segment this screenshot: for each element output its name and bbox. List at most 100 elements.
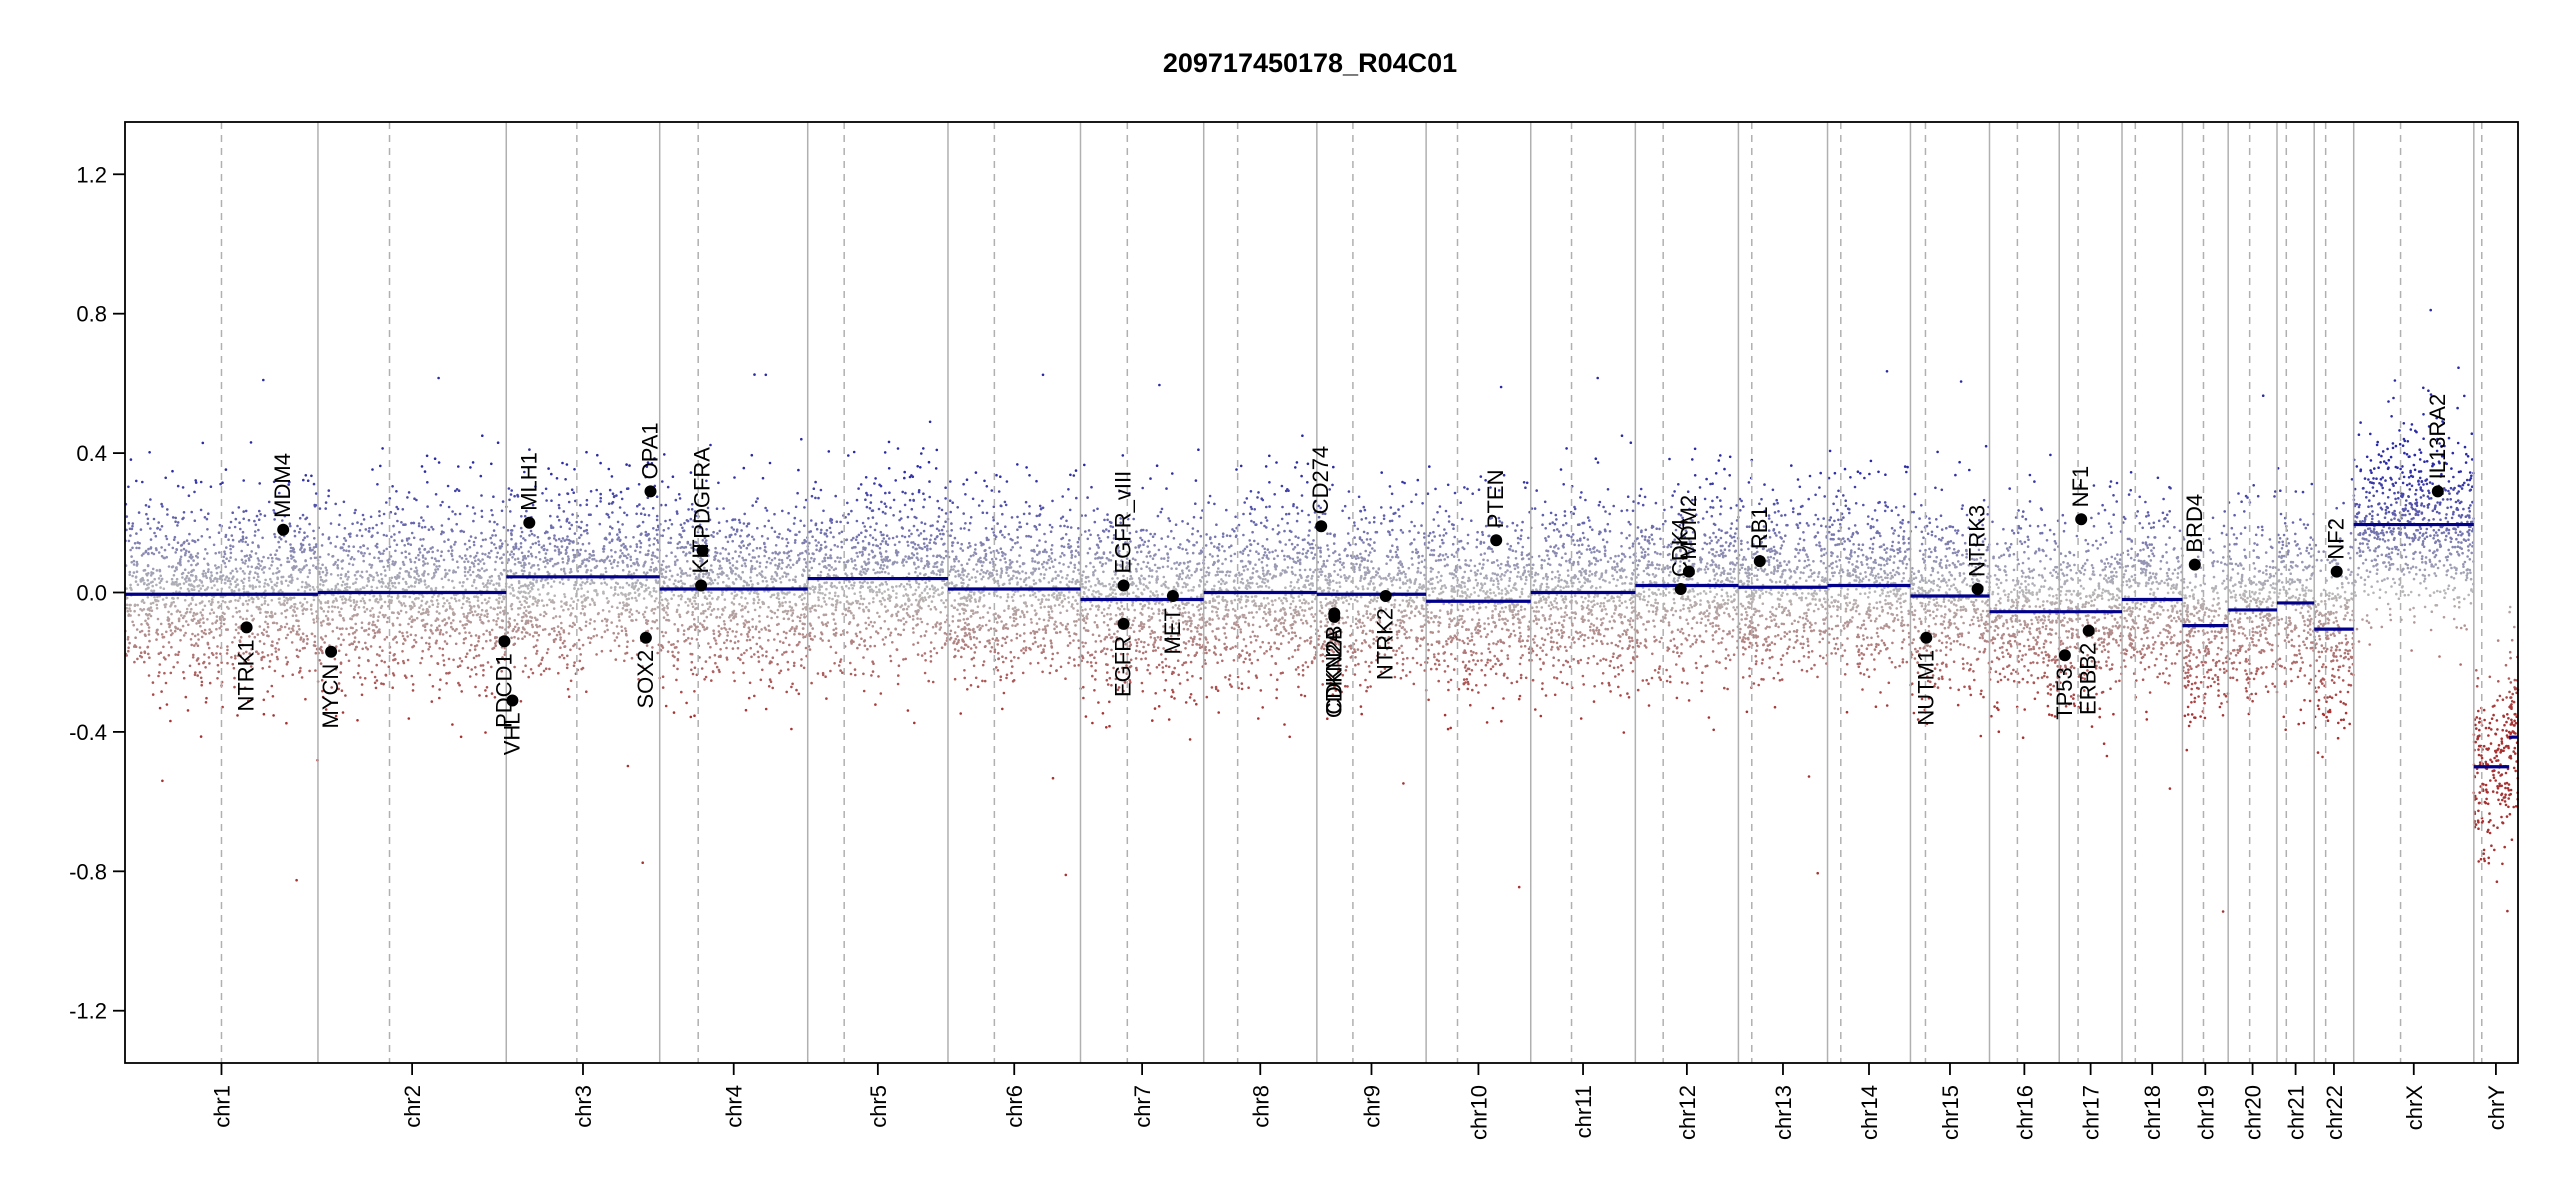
probe-point [398,630,402,634]
probe-point [742,466,746,470]
probe-point [127,539,131,543]
probe-point [856,600,860,603]
probe-point [183,599,187,602]
probe-point [272,480,276,484]
probe-point [462,581,465,584]
probe-point [604,567,607,570]
probe-point [494,642,497,645]
probe-point [407,542,410,546]
probe-point [781,575,784,578]
probe-point [273,669,277,673]
probe-point [248,554,252,557]
probe-point [234,654,237,658]
probe-point [155,583,158,587]
probe-point [182,670,185,674]
probe-point [896,447,900,450]
probe-point [653,457,656,460]
probe-point [175,577,179,581]
probe-point [156,527,159,530]
probe-point [484,538,487,541]
probe-point [417,581,421,585]
probe-point [364,646,368,649]
probe-point [273,518,276,521]
probe-point [331,618,334,621]
probe-point [770,575,774,578]
probe-point [787,668,790,671]
probe-point [510,537,513,541]
probe-point [196,674,199,677]
probe-point [254,571,257,574]
probe-point [297,588,300,592]
probe-point [354,588,358,591]
probe-point [832,628,835,632]
probe-point [652,543,656,546]
probe-point [388,598,392,602]
probe-point [480,608,484,612]
probe-point [411,600,414,604]
probe-point [566,654,569,658]
probe-point [263,582,267,585]
probe-point [587,542,591,545]
probe-point [284,579,288,583]
probe-point [468,546,472,549]
probe-point [180,549,183,552]
probe-point [460,556,464,560]
probe-point [243,572,246,575]
probe-point [207,646,211,650]
probe-point [625,602,628,605]
probe-point [819,531,823,534]
probe-point [229,551,233,555]
probe-point [773,512,776,516]
probe-point [263,566,267,569]
probe-point [289,543,292,546]
probe-point [936,520,939,523]
probe-point [814,523,818,527]
probe-point [362,599,366,603]
probe-point [503,653,507,656]
probe-point [375,546,379,549]
probe-point [157,551,161,554]
probe-point [794,602,797,606]
probe-point [359,574,362,578]
probe-point [639,581,642,585]
probe-point [614,550,617,554]
probe-point [434,586,438,590]
probe-point [243,660,246,664]
probe-point [194,613,198,616]
probe-point [736,623,739,626]
probe-point [775,596,779,600]
probe-point [208,536,212,539]
probe-point [552,616,555,620]
probe-point [872,597,875,600]
probe-point [384,585,388,588]
probe-point [377,550,381,554]
probe-point [888,634,892,637]
probe-point [267,500,271,504]
probe-point [463,574,467,577]
probe-point [308,543,311,546]
probe-point [585,580,589,584]
probe-point [803,583,807,586]
probe-point [541,492,544,495]
probe-point [258,509,261,513]
probe-point [593,601,596,604]
probe-point [644,530,648,534]
probe-point [146,613,150,617]
probe-point [740,633,743,636]
probe-point [904,588,907,591]
probe-point [225,628,228,631]
probe-point [629,555,632,559]
probe-point [926,544,929,548]
probe-point [930,600,934,603]
probe-point [450,549,454,552]
probe-point [377,556,381,560]
probe-point [562,608,565,612]
probe-point [799,519,802,523]
probe-point [469,535,473,538]
probe-point [553,549,557,552]
probe-point [302,538,305,542]
probe-point [551,599,554,602]
probe-point [515,622,519,626]
probe-point [747,583,751,587]
probe-point [281,519,284,522]
